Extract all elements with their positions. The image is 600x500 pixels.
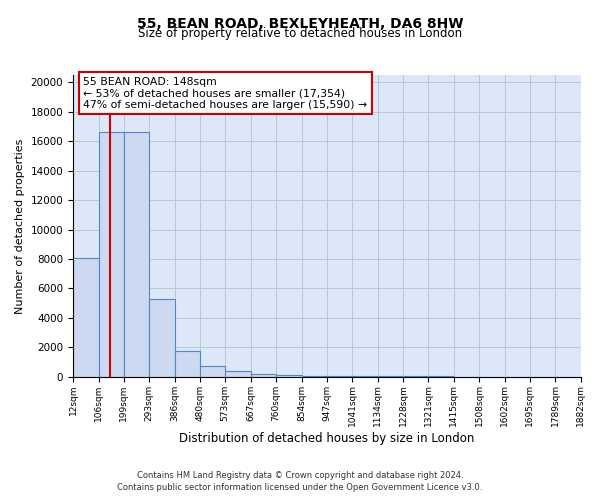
Text: 55 BEAN ROAD: 148sqm
← 53% of detached houses are smaller (17,354)
47% of semi-d: 55 BEAN ROAD: 148sqm ← 53% of detached h… [83,76,367,110]
Bar [225,371,251,376]
Bar [124,132,149,376]
Bar [276,375,302,376]
Bar [200,366,225,376]
X-axis label: Distribution of detached houses by size in London: Distribution of detached houses by size … [179,432,475,445]
Text: Contains HM Land Registry data © Crown copyright and database right 2024.
Contai: Contains HM Land Registry data © Crown c… [118,471,482,492]
Y-axis label: Number of detached properties: Number of detached properties [15,138,25,314]
Bar [73,258,98,376]
Bar [98,132,124,376]
Text: 55, BEAN ROAD, BEXLEYHEATH, DA6 8HW: 55, BEAN ROAD, BEXLEYHEATH, DA6 8HW [137,18,463,32]
Bar [149,298,175,376]
Bar [251,374,276,376]
Bar [175,351,200,376]
Text: Size of property relative to detached houses in London: Size of property relative to detached ho… [138,28,462,40]
